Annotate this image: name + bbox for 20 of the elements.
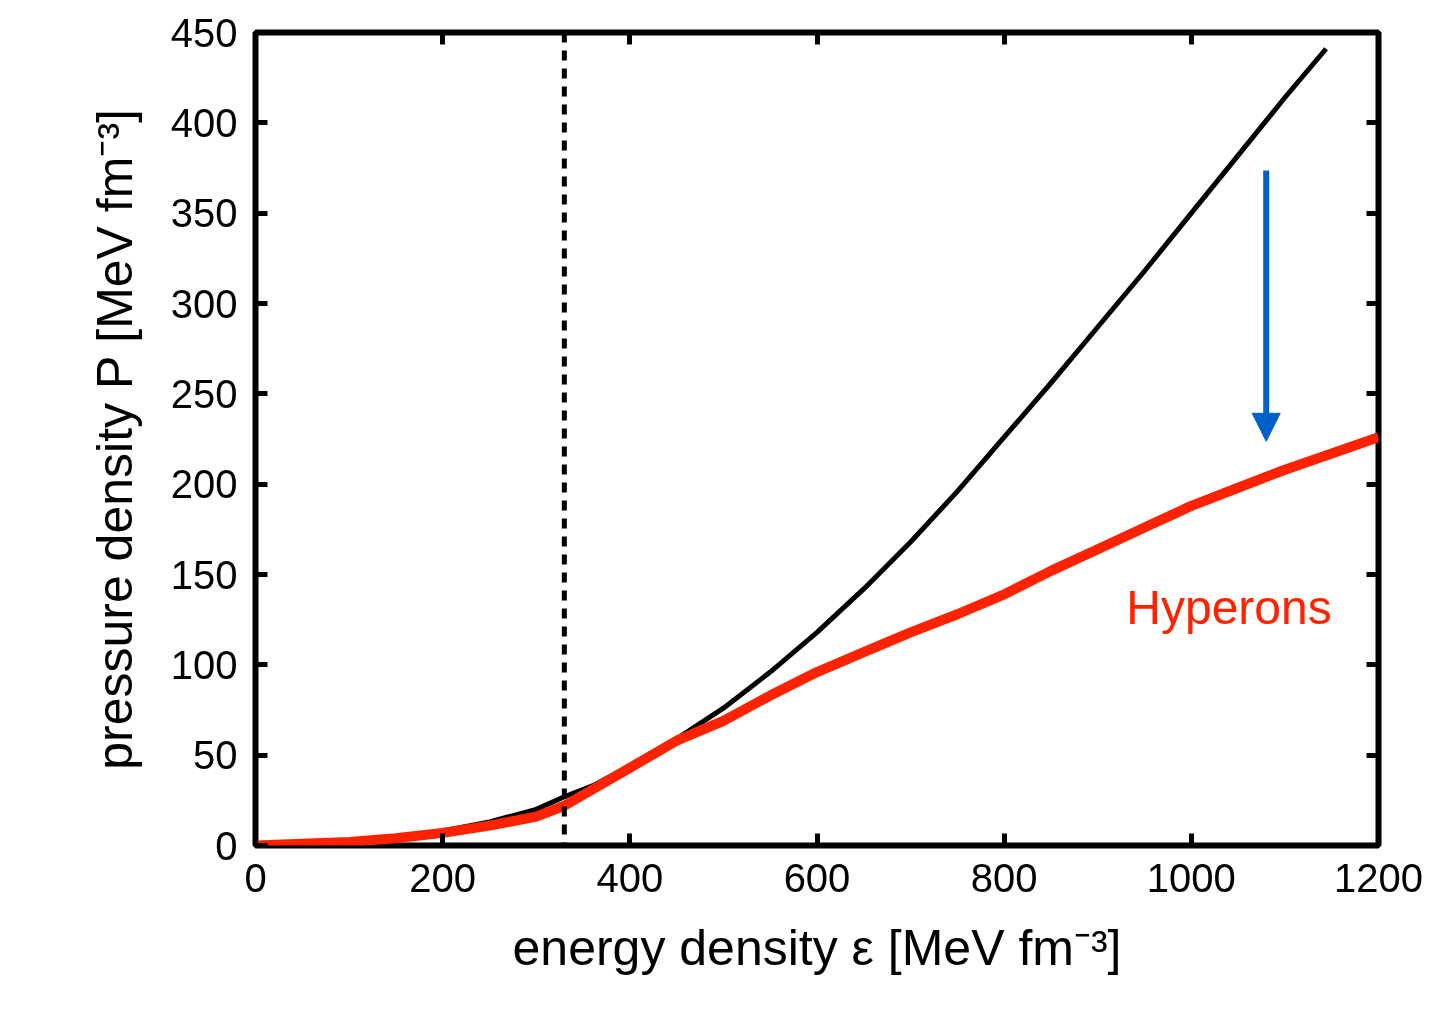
y-tick-label: 450 [170, 10, 238, 55]
x-axis-title: energy density ε [MeV fm⁻³] [512, 919, 1122, 976]
x-tick-label: 800 [970, 855, 1038, 900]
y-tick-label: 250 [170, 371, 238, 416]
x-tick-label: 200 [409, 855, 477, 900]
y-tick-label: 50 [193, 733, 238, 778]
x-tick-label: 0 [244, 855, 267, 900]
y-tick-label: 100 [170, 642, 238, 687]
y-tick-label: 400 [170, 100, 238, 145]
series-label: Hyperons [1126, 580, 1332, 634]
x-tick-label: 600 [783, 855, 851, 900]
y-tick-label: 0 [215, 823, 238, 868]
x-tick-label: 400 [596, 855, 664, 900]
x-tick-label: 1200 [1334, 855, 1423, 900]
y-tick-label: 150 [170, 552, 238, 597]
y-tick-label: 200 [170, 462, 238, 507]
x-tick-label: 1000 [1146, 855, 1236, 900]
y-axis-title: pressure density P [MeV fm⁻³] [86, 109, 143, 770]
y-tick-label: 350 [170, 191, 238, 236]
y-tick-label: 300 [170, 281, 238, 326]
